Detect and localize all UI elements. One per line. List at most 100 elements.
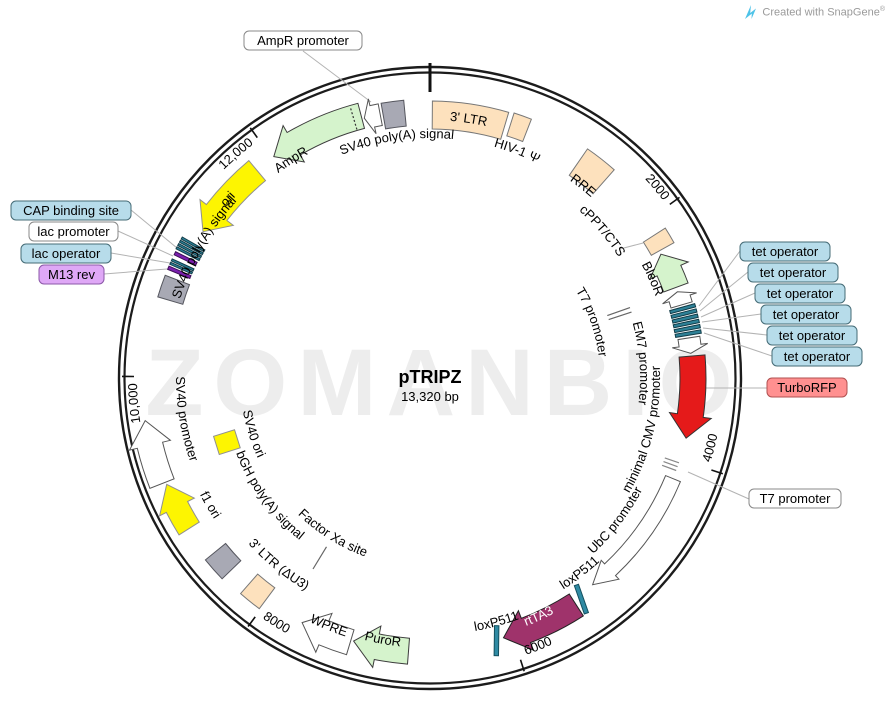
tet-operator-callout-label: tet operator	[760, 265, 827, 280]
tick-6000	[519, 659, 525, 672]
tick-label-4000: 4000	[699, 432, 720, 463]
f1-ori-feature	[158, 483, 200, 536]
cap-binding-site-callout-label: CAP binding site	[23, 203, 119, 218]
ampr-promoter-feature	[363, 98, 383, 135]
tet-operator-callout	[747, 262, 839, 283]
lac-promoter-leader-line	[117, 230, 174, 257]
factor-xa-site-label: Factor Xa site	[296, 506, 370, 560]
lac-operator-leader-line	[110, 252, 171, 264]
tick-label-10-000: 10,000	[125, 383, 143, 424]
cap-binding-site-feature	[178, 239, 204, 256]
snapgene-logo-icon	[745, 5, 757, 19]
tet-operator-feature	[672, 318, 701, 329]
ampr-feature	[273, 102, 366, 163]
lac-operator-feature	[170, 258, 195, 272]
sv40-promoter-feature	[128, 419, 175, 489]
t7-promoter-feature	[608, 311, 632, 321]
puror-label: PuroR	[363, 628, 401, 649]
tet-operator-feature	[671, 313, 699, 324]
cap-binding-site-callout	[10, 200, 132, 221]
wpre-feature	[301, 612, 355, 656]
plasmid-name: pTRIPZ	[399, 367, 462, 387]
bgh-poly-a-signal-feature	[204, 542, 242, 580]
tet-operator-leader-line	[699, 271, 749, 312]
watermark: ZOMANBIO	[145, 330, 742, 436]
loxp511-feature	[493, 625, 500, 657]
bgh-poly-a-signal-label: bGH poly(A) signal	[233, 449, 307, 543]
tick-label-8000: 8000	[261, 608, 293, 636]
lac-operator-callout	[20, 243, 112, 264]
sv40-poly-a-signal-feature	[380, 99, 407, 130]
ampr-promoter-callout	[243, 30, 363, 51]
tet-operator-leader-line	[702, 327, 768, 336]
t7-promoter-callout	[748, 488, 842, 509]
em7-promoter-feature	[662, 291, 697, 309]
sv40-ori-feature	[212, 429, 241, 456]
tick-4000	[711, 469, 724, 475]
tet-operator-callout-label: tet operator	[779, 328, 846, 343]
tet-operator-callout	[771, 346, 863, 367]
m13-rev-feature	[166, 265, 192, 280]
tet-operator-leader-line	[701, 313, 762, 323]
ubc-promoter-feature	[591, 474, 682, 586]
cap-binding-site-feature	[180, 236, 206, 253]
t7-promoter-feature	[607, 307, 631, 317]
tet-operator-feature	[673, 323, 701, 334]
credit-registered-mark: ®	[879, 6, 885, 14]
cppt-cts-leader	[619, 242, 644, 250]
m13-rev-leader-line	[103, 268, 168, 275]
lac-promoter-feature	[173, 251, 198, 266]
tet-operator-callout-label: tet operator	[773, 307, 840, 322]
ori-feature	[199, 159, 267, 233]
m13-rev-callout	[38, 264, 105, 285]
tet-operator-leader-line	[700, 292, 756, 318]
ampr-promoter-callout-label: AmpR promoter	[257, 33, 349, 48]
tick-8000	[247, 616, 256, 627]
tet-operator-callout-label: tet operator	[784, 349, 851, 364]
3-ltr-u3-feature	[239, 573, 276, 610]
m13-rev-callout-label: M13 rev	[48, 267, 95, 282]
tet-operator-callout-label: tet operator	[767, 286, 834, 301]
snapgene-credit: Created with SnapGene®	[744, 5, 885, 20]
tet-operator-callout	[739, 241, 831, 262]
tet-operator-leader-line	[698, 250, 741, 307]
t7-promoter-callout-label: T7 promoter	[760, 491, 831, 506]
rre-feature	[568, 148, 615, 195]
t7-promoter-feature	[664, 457, 680, 464]
plasmid-size: 13,320 bp	[401, 389, 459, 404]
t7-promoter-feature	[661, 464, 677, 472]
3-ltr-feature	[431, 100, 510, 140]
credit-brand-gene: Gene	[852, 6, 880, 19]
bleor-feature	[648, 253, 690, 293]
tick-12-000	[249, 127, 258, 139]
sv40-poly-a-signal-feature	[157, 274, 191, 305]
tet-operator-feature	[674, 329, 702, 338]
factor-xa-site-feature	[312, 546, 328, 570]
lac-promoter-callout	[28, 221, 119, 242]
tet-operator-callout	[754, 283, 846, 304]
lac-operator-feature	[169, 261, 194, 275]
minimal-cmv-promoter-feature	[672, 335, 708, 354]
rtta3-feature	[502, 593, 584, 652]
cap-binding-site-feature	[177, 242, 203, 259]
turborfp-callout-label: TurboRFP	[777, 380, 836, 395]
loxp511-feature	[573, 583, 590, 615]
cap-binding-site-feature	[175, 246, 201, 262]
credit-brand-snap: Snap	[827, 6, 853, 19]
tet-operator-leader-line	[703, 332, 773, 357]
puror-feature	[352, 625, 411, 669]
tet-operator-feature	[670, 308, 698, 320]
tick-2000	[669, 196, 680, 206]
tet-operator-feature	[669, 302, 697, 315]
cppt-cts-label: cPPT/CTS	[577, 202, 629, 259]
credit-text: Created with SnapGene®	[762, 6, 885, 19]
f1-ori-label: f1 ori	[197, 489, 224, 521]
turborfp-feature	[668, 354, 713, 439]
tet-operator-callout	[760, 304, 852, 325]
cppt-cts-feature	[642, 227, 675, 256]
lac-operator-callout-label: lac operator	[32, 246, 101, 261]
credit-prefix: Created with	[762, 6, 828, 19]
ampr-promoter-leader-line	[302, 50, 372, 103]
